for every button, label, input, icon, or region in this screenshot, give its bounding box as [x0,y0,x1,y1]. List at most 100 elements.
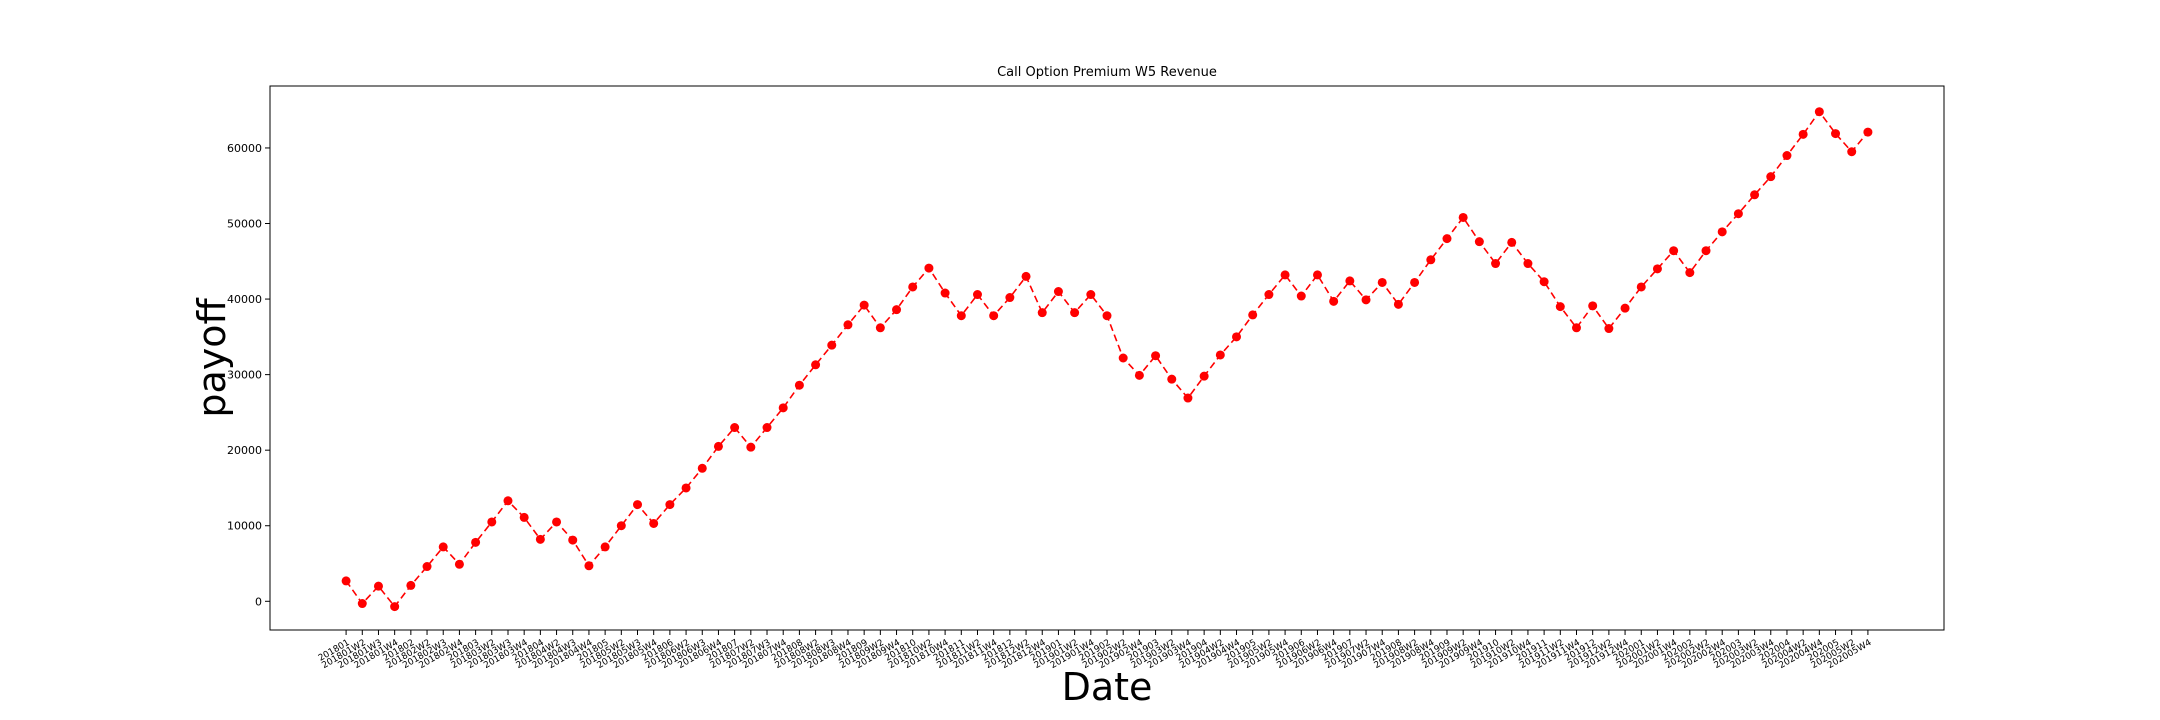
marker [1620,303,1630,313]
marker [1426,255,1436,265]
marker [471,537,481,547]
marker [373,581,383,591]
marker [762,423,772,433]
marker [875,323,885,333]
marker [406,580,416,590]
marker [1005,293,1015,303]
marker [438,542,448,552]
marker [1167,374,1177,384]
marker [1442,234,1452,244]
marker [535,534,545,544]
marker [357,599,367,609]
marker [1669,246,1679,256]
marker [1604,324,1614,334]
y-tick-label: 50000 [227,218,262,231]
marker [1733,209,1743,219]
marker [697,463,707,473]
marker [1296,291,1306,301]
marker [1070,308,1080,318]
marker [940,288,950,298]
marker [1118,353,1128,363]
marker [487,517,497,527]
y-tick-label: 60000 [227,142,262,155]
marker [1183,393,1193,403]
y-tick-label: 40000 [227,293,262,306]
marker [1571,323,1581,333]
marker [1507,237,1517,247]
marker [552,517,562,527]
marker [1410,277,1420,287]
marker [1345,276,1355,286]
marker [1539,277,1549,287]
marker [1863,127,1873,137]
marker [1652,264,1662,274]
marker [390,602,400,612]
marker [1831,129,1841,139]
marker [1134,370,1144,380]
marker [892,305,902,315]
marker [1232,332,1242,342]
marker [616,521,626,531]
marker [908,282,918,292]
marker [584,561,594,571]
marker [503,496,513,506]
y-tick-label: 10000 [227,520,262,533]
marker [649,518,659,528]
marker [1377,277,1387,287]
marker [1329,296,1339,306]
marker [681,483,691,493]
marker [1312,270,1322,280]
marker [730,423,740,433]
marker [1102,311,1112,321]
marker [1474,237,1484,247]
marker [1717,227,1727,237]
marker [1280,270,1290,280]
marker [600,542,610,552]
marker [1491,259,1501,269]
marker [1814,107,1824,117]
marker [1215,350,1225,360]
marker [1086,290,1096,300]
marker [989,311,999,321]
marker [778,403,788,413]
marker [794,380,804,390]
marker [568,535,578,545]
marker [1685,268,1695,278]
marker [1151,351,1161,361]
marker [746,442,756,452]
marker [1750,190,1760,200]
marker [1766,172,1776,182]
marker [1199,371,1209,381]
marker [713,441,723,451]
marker [1053,287,1063,297]
y-tick-label: 0 [255,595,262,608]
marker [1523,259,1533,269]
marker [422,562,432,572]
marker [1588,301,1598,311]
marker [1847,147,1857,157]
y-tick-label: 30000 [227,369,262,382]
marker [519,512,529,522]
marker [843,320,853,330]
marker [1248,310,1258,320]
marker [341,576,351,586]
marker [1361,295,1371,305]
marker [1021,271,1031,281]
marker [924,263,934,273]
chart-title: Call Option Premium W5 Revenue [997,65,1217,80]
x-axis-label: Date [1062,665,1153,709]
marker [956,311,966,321]
marker [665,500,675,510]
marker [454,559,464,569]
marker [859,300,869,310]
marker [1555,302,1565,312]
marker [827,340,837,350]
y-axis-label: payoff [190,298,234,418]
marker [1701,246,1711,256]
marker [1393,299,1403,309]
marker [1264,290,1274,300]
marker [972,290,982,300]
marker [633,500,643,510]
